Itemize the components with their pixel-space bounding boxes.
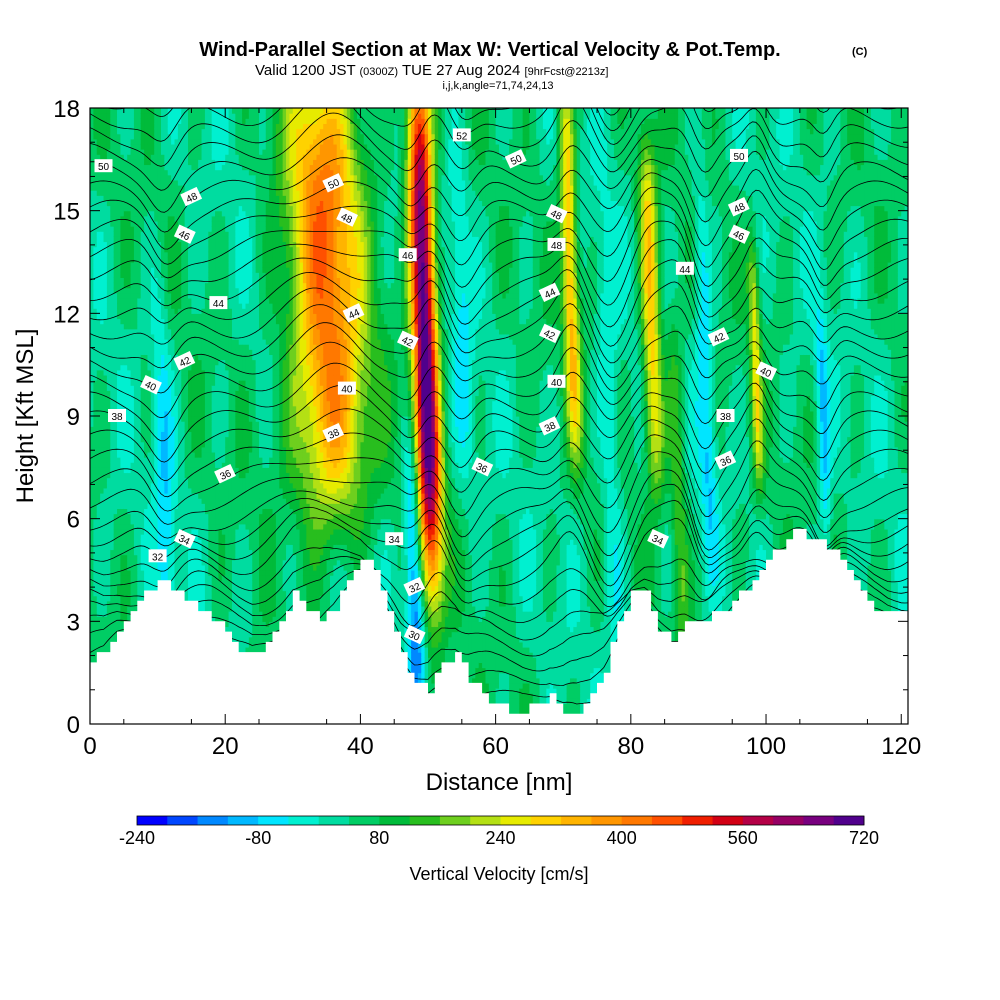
velocity-cell <box>191 211 195 217</box>
velocity-cell <box>191 462 195 468</box>
velocity-cell <box>191 565 195 571</box>
velocity-cell <box>191 134 195 140</box>
velocity-cell <box>191 349 195 355</box>
velocity-cell <box>191 591 195 597</box>
velocity-cell <box>191 508 195 514</box>
plot-area: 5048464442403836343250484644424038363432… <box>90 31 909 724</box>
velocity-cell <box>191 411 195 417</box>
velocity-cell <box>191 385 195 391</box>
velocity-cell <box>191 365 195 371</box>
velocity-cell <box>191 483 195 489</box>
velocity-cell <box>191 575 195 581</box>
velocity-cell <box>191 519 195 525</box>
velocity-cell <box>191 431 195 437</box>
velocity-cell <box>191 139 195 145</box>
velocity-cell <box>191 416 195 422</box>
velocity-cell <box>191 370 195 376</box>
velocity-cell <box>191 406 195 412</box>
velocity-cell <box>191 108 195 114</box>
velocity-cell <box>191 549 195 555</box>
velocity-cell <box>191 437 195 443</box>
velocity-cell <box>191 283 195 289</box>
velocity-cell <box>191 329 195 335</box>
velocity-cell <box>191 277 195 283</box>
velocity-cell <box>191 390 195 396</box>
velocity-cell <box>191 380 195 386</box>
valid-date: TUE 27 Aug 2024 <box>402 62 520 79</box>
velocity-cell <box>191 216 195 222</box>
valid-prefix: Valid 1200 JST <box>255 62 355 79</box>
velocity-cell <box>191 308 195 314</box>
velocity-cell <box>191 478 195 484</box>
velocity-cell <box>191 247 195 253</box>
velocity-cell <box>191 580 195 586</box>
copyright-mark: (C) <box>852 46 868 58</box>
velocity-cell <box>191 298 195 304</box>
velocity-cell <box>191 324 195 330</box>
velocity-cell <box>191 334 195 340</box>
velocity-cell <box>191 129 195 135</box>
velocity-cell <box>191 159 195 165</box>
valid-time-label: Valid 1200 JST (0300Z) TUE 27 Aug 2024 [… <box>255 62 608 79</box>
velocity-cell <box>191 488 195 494</box>
valid-utc: (0300Z) <box>360 66 399 78</box>
forecast-tag: [9hrFcst@2213z] <box>525 66 609 78</box>
velocity-cell <box>191 503 195 509</box>
velocity-cell <box>191 206 195 212</box>
velocity-cell <box>191 524 195 530</box>
velocity-cell <box>191 180 195 186</box>
velocity-cell <box>191 272 195 278</box>
velocity-cell <box>191 442 195 448</box>
velocity-cell <box>191 452 195 458</box>
velocity-cell <box>191 529 195 535</box>
velocity-cell <box>191 514 195 520</box>
velocity-cell <box>191 560 195 566</box>
velocity-cell <box>191 318 195 324</box>
velocity-cell <box>191 498 195 504</box>
velocity-cell <box>191 252 195 258</box>
velocity-cell <box>191 596 195 602</box>
velocity-cell <box>191 113 195 119</box>
velocity-cell <box>191 293 195 299</box>
velocity-cell <box>191 288 195 294</box>
velocity-cell <box>191 344 195 350</box>
grid-indices-label: i,j,k,angle=71,74,24,13 <box>442 80 553 92</box>
velocity-cell <box>191 267 195 273</box>
velocity-cell <box>191 257 195 263</box>
velocity-cell <box>191 154 195 160</box>
chart-title: Wind-Parallel Section at Max W: Vertical… <box>199 39 780 61</box>
velocity-cell <box>191 175 195 181</box>
velocity-cell <box>191 118 195 124</box>
velocity-cell <box>191 313 195 319</box>
velocity-cell <box>191 457 195 463</box>
velocity-cell <box>191 164 195 170</box>
velocity-cell <box>191 339 195 345</box>
